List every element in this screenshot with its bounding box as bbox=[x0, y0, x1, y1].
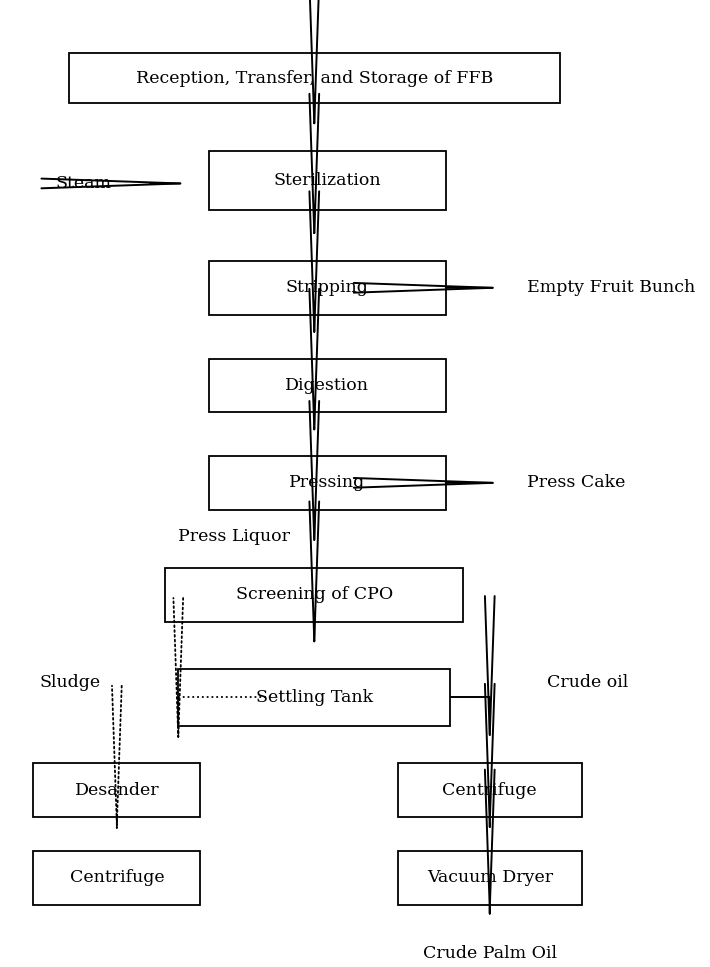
Bar bbox=[178, 669, 450, 725]
Text: Desander: Desander bbox=[75, 781, 159, 799]
Bar bbox=[165, 569, 464, 622]
Bar bbox=[209, 359, 446, 412]
Text: Centrifuge: Centrifuge bbox=[442, 781, 537, 799]
Text: Pressing: Pressing bbox=[289, 475, 366, 491]
Text: Crude oil: Crude oil bbox=[547, 674, 628, 691]
Bar bbox=[398, 763, 582, 817]
Bar bbox=[209, 456, 446, 510]
Text: Stripping: Stripping bbox=[286, 279, 369, 296]
Text: Digestion: Digestion bbox=[285, 377, 369, 394]
Text: Steam: Steam bbox=[55, 175, 111, 191]
Text: Settling Tank: Settling Tank bbox=[256, 689, 373, 706]
Text: Press Cake: Press Cake bbox=[528, 475, 626, 491]
Text: Crude Palm Oil: Crude Palm Oil bbox=[422, 946, 557, 962]
Bar bbox=[33, 763, 200, 817]
Text: Vacuum Dryer: Vacuum Dryer bbox=[427, 869, 553, 887]
Bar bbox=[398, 851, 582, 904]
Text: Sterilization: Sterilization bbox=[273, 172, 381, 189]
Bar bbox=[209, 261, 446, 314]
Text: Sludge: Sludge bbox=[40, 674, 101, 691]
Bar bbox=[69, 53, 560, 103]
Bar bbox=[33, 851, 200, 904]
Text: Reception, Transfer, and Storage of FFB: Reception, Transfer, and Storage of FFB bbox=[136, 70, 493, 87]
Text: Centrifuge: Centrifuge bbox=[70, 869, 164, 887]
Text: Empty Fruit Bunch: Empty Fruit Bunch bbox=[528, 279, 696, 296]
Text: Screening of CPO: Screening of CPO bbox=[236, 587, 393, 603]
Text: Press Liquor: Press Liquor bbox=[178, 528, 290, 545]
Bar bbox=[209, 151, 446, 210]
